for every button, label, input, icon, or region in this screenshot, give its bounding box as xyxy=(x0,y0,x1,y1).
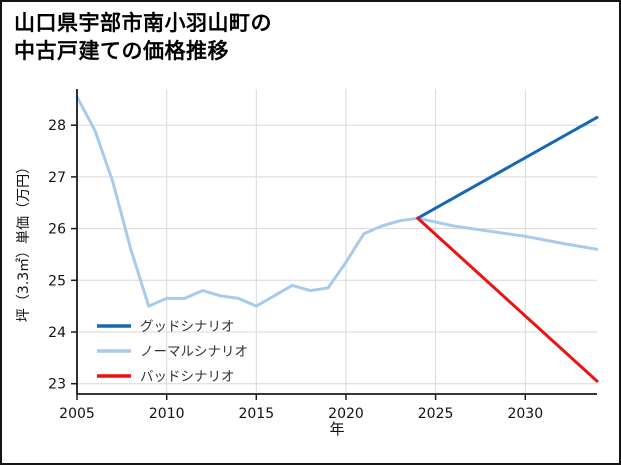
series-line xyxy=(416,115,599,220)
legend-label: ノーマルシナリオ xyxy=(140,344,248,360)
y-tick-label: 28 xyxy=(48,118,66,134)
legend-label: グッドシナリオ xyxy=(140,319,235,335)
legend-label: バッドシナリオ xyxy=(140,369,235,385)
y-tick-label: 24 xyxy=(48,325,66,341)
x-tick-label: 2025 xyxy=(418,406,454,422)
chart-title-line1: 山口県宇部市南小羽山町の xyxy=(14,11,272,35)
y-tick-label: 25 xyxy=(48,273,66,289)
price-trend-line-chart: 23 24 25 26 27 28 2005 2010 2015 2020 2025 2030 グッド… xyxy=(16,89,599,438)
chart-title-line2: 中古戸建ての価格推移 xyxy=(14,38,229,63)
series-lines xyxy=(75,95,599,383)
x-tick-label: 2005 xyxy=(59,406,95,422)
x-tick-label: 2020 xyxy=(328,406,364,422)
x-tick-label: 2030 xyxy=(507,406,543,422)
y-tick-label: 26 xyxy=(48,222,66,238)
y-tick-label: 27 xyxy=(48,170,66,186)
gridlines xyxy=(76,89,597,394)
y-axis-label: 坪（3.3㎡）単価（万円） xyxy=(16,160,32,322)
series-line xyxy=(416,216,599,383)
y-tick-label: 23 xyxy=(48,377,66,393)
series-line xyxy=(75,95,599,308)
x-tick-label: 2010 xyxy=(149,406,185,422)
x-axis-label: 年 xyxy=(329,420,344,438)
x-tick-label: 2015 xyxy=(238,406,274,422)
axes: 23 24 25 26 27 28 2005 2010 2015 2020 2025 2030 xyxy=(48,89,597,422)
chart-title: 山口県宇部市南小羽山町の 中古戸建ての価格推移 xyxy=(14,10,272,65)
